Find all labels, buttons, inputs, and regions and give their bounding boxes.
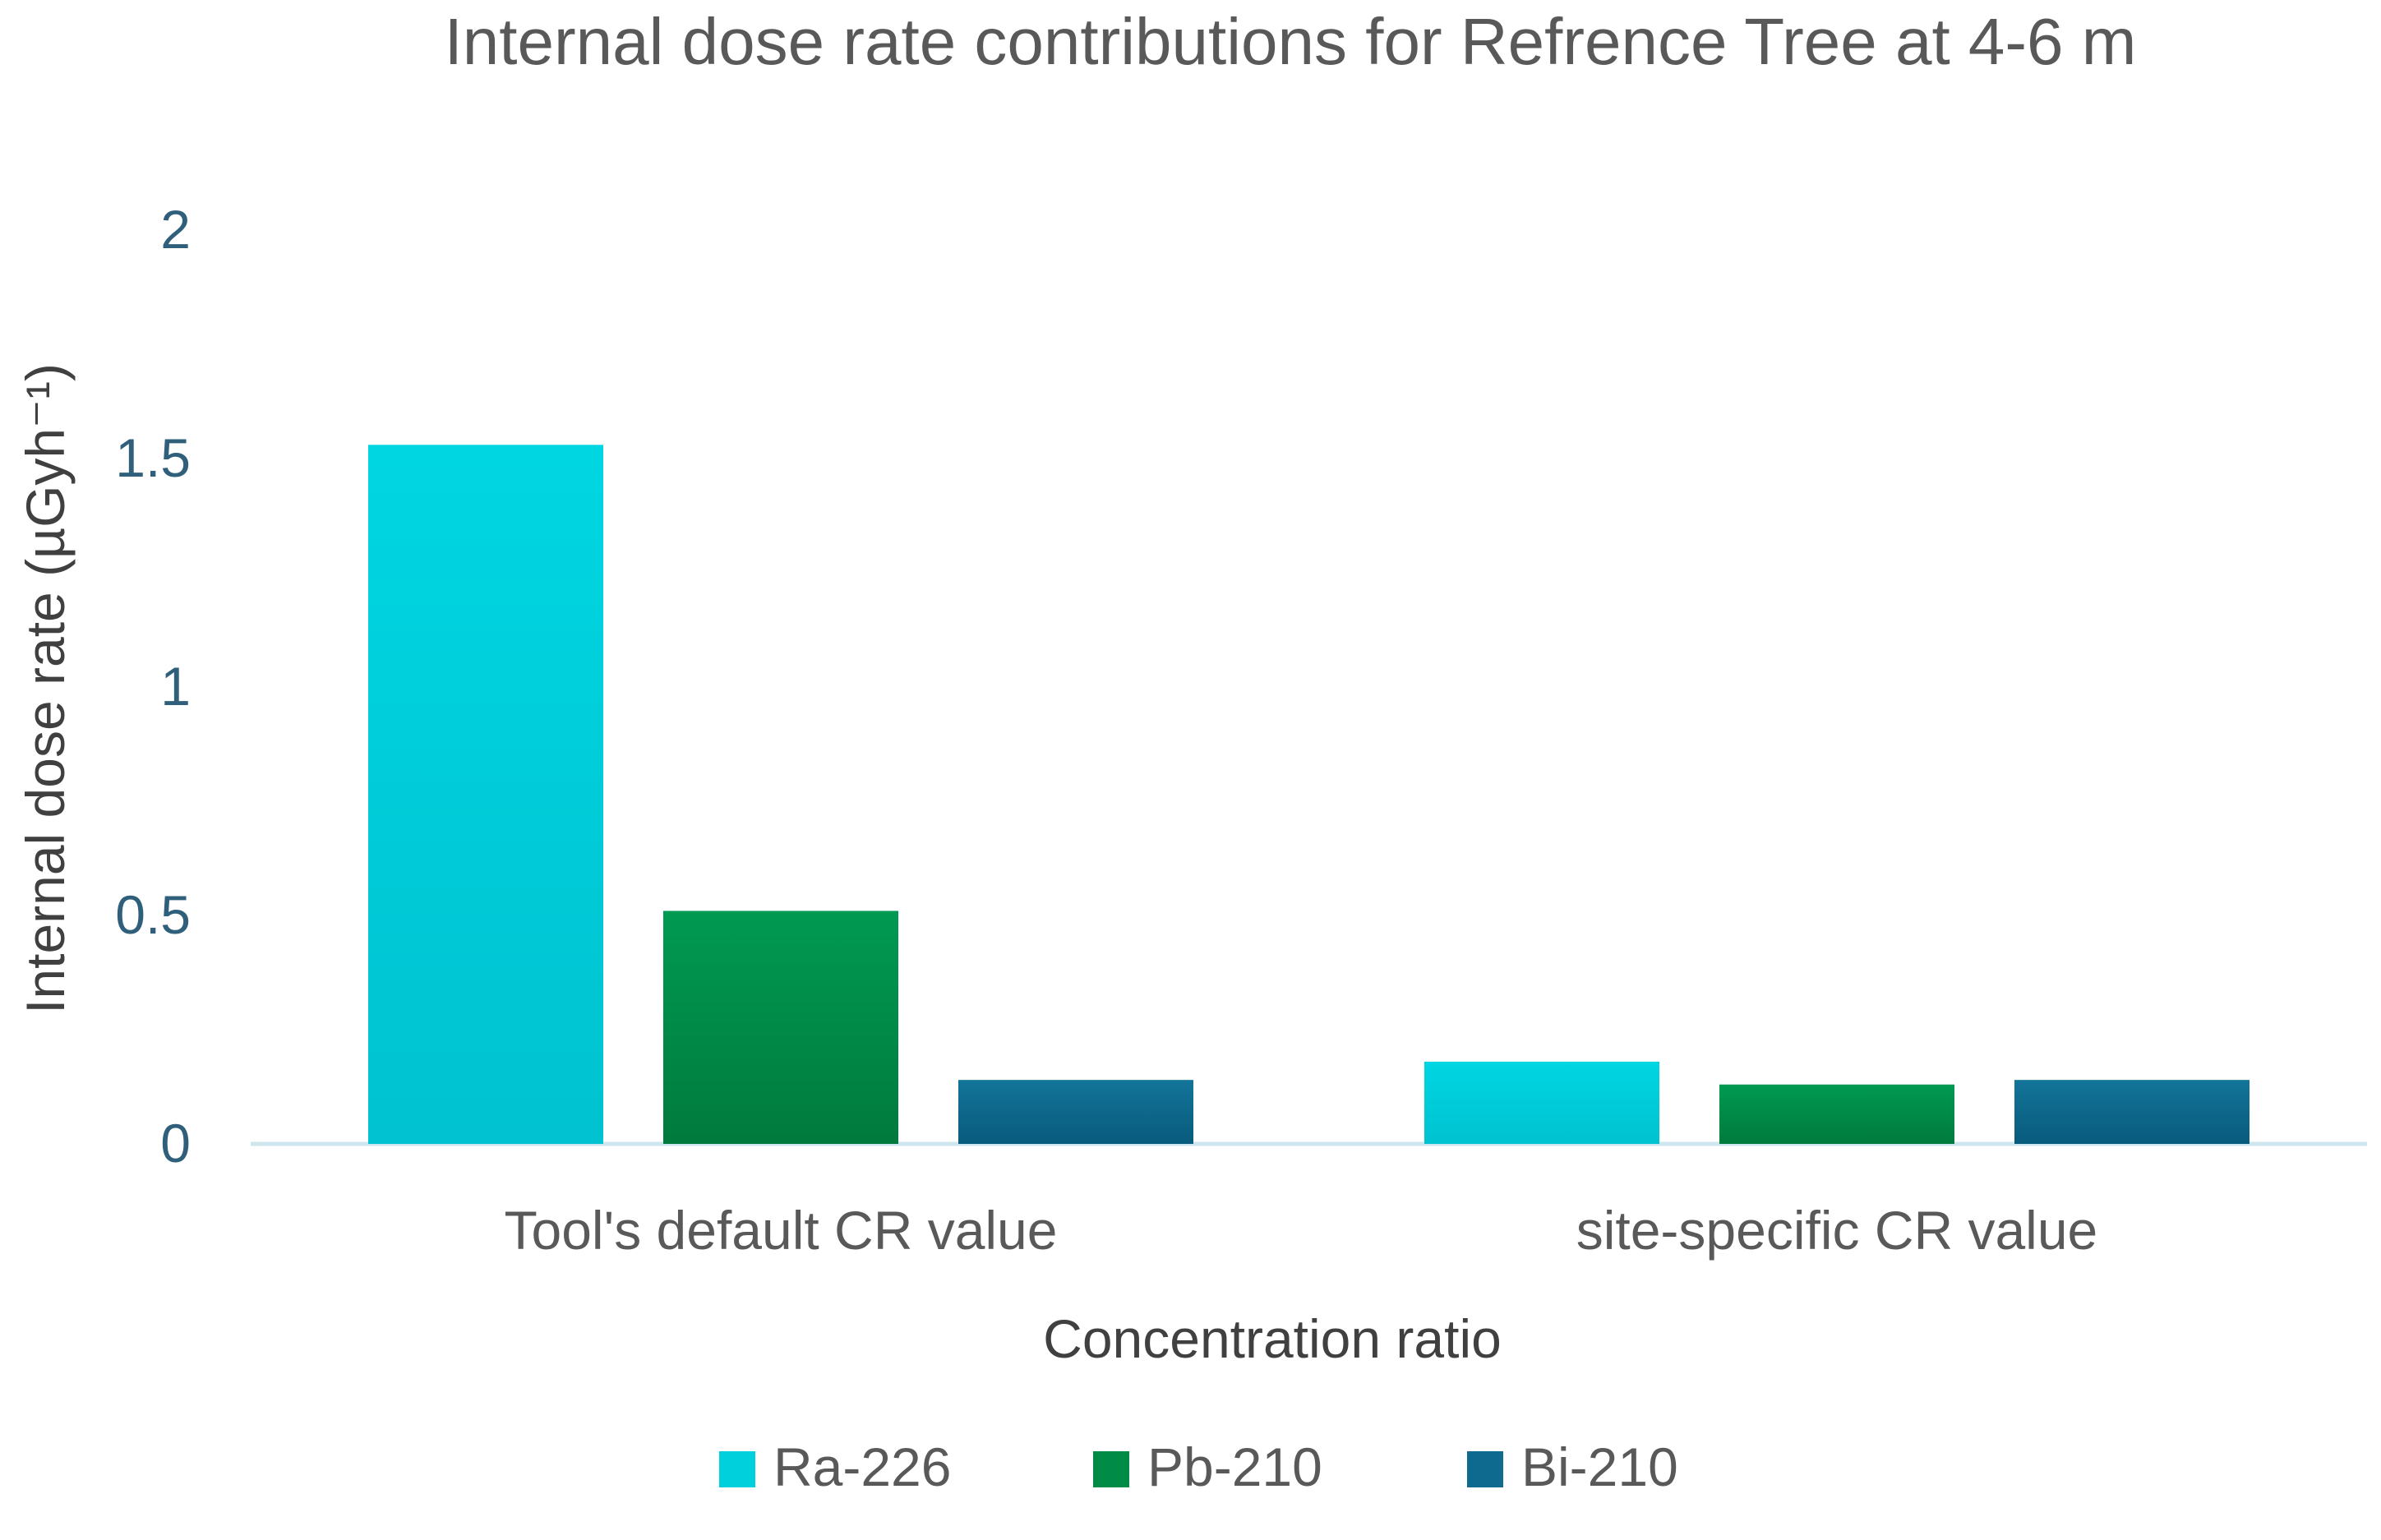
y-tick-label: 2 [160, 199, 191, 260]
x-axis-ticks: Tool's default CR value site-specific CR … [505, 1200, 2098, 1261]
y-tick-label: 0.5 [115, 884, 191, 945]
legend: Ra-226 Pb-210 Bi-210 [719, 1436, 1678, 1497]
legend-label: Bi-210 [1521, 1436, 1678, 1497]
x-category-label: site-specific CR value [1576, 1200, 2098, 1261]
chart-title: Internal dose rate contributions for Ref… [445, 5, 2137, 78]
y-tick-label: 1.5 [115, 427, 191, 488]
y-tick-label: 1 [160, 656, 191, 717]
bar-ra-226-1 [368, 445, 603, 1144]
legend-label: Pb-210 [1147, 1436, 1322, 1497]
legend-label: Ra-226 [773, 1436, 951, 1497]
bars [368, 445, 2249, 1144]
legend-swatch-ra-226 [719, 1451, 755, 1487]
bar-bi-210-2 [2014, 1080, 2249, 1144]
y-tick-label: 0 [160, 1113, 191, 1173]
bar-bi-210-1 [958, 1080, 1193, 1144]
bar-pb-210-1 [663, 911, 898, 1144]
bar-pb-210-2 [1719, 1084, 1954, 1144]
legend-swatch-pb-210 [1093, 1451, 1129, 1487]
x-category-label: Tool's default CR value [505, 1200, 1058, 1261]
y-axis-ticks: 0 0.5 1 1.5 2 [115, 199, 191, 1173]
legend-swatch-bi-210 [1467, 1451, 1503, 1487]
y-axis-title: Internal dose rate (µGyh⁻¹) [15, 363, 76, 1014]
x-axis-title: Concentration ratio [1043, 1308, 1502, 1369]
bar-ra-226-2 [1424, 1061, 1659, 1144]
